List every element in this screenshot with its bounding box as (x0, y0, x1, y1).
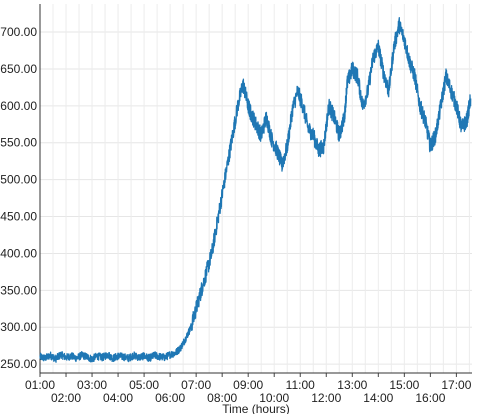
y-tick-label: 350.00 (0, 283, 37, 297)
x-tick-labels: 01:0002:0003:0004:0005:0006:0007:0008:00… (25, 378, 472, 405)
x-tick-label: 11:00 (286, 378, 315, 392)
x-tick-label: 16:00 (415, 391, 445, 405)
x-tick-label: 06:00 (155, 391, 185, 405)
series-line (39, 17, 472, 363)
x-tick-label: 03:00 (77, 378, 107, 392)
x-tick-label: 10:00 (259, 391, 289, 405)
y-tick-label: 550.00 (0, 136, 37, 150)
x-tick-label: 13:00 (337, 378, 367, 392)
x-tick-label: 01:00 (25, 378, 55, 392)
y-tick-label: 300.00 (0, 320, 37, 334)
x-tick-label: 12:00 (311, 391, 341, 405)
x-tick-label: 04:00 (103, 391, 133, 405)
x-tick-label: 07:00 (181, 378, 211, 392)
y-tick-label: 650.00 (0, 62, 37, 76)
y-tick-labels: 250.00 300.00 350.00 400.00 450.00 500.00 550.… (0, 25, 37, 371)
x-tick-label: 02:00 (51, 391, 81, 405)
chart-series (39, 17, 472, 363)
chart-axes (39, 4, 472, 377)
x-tick-label: 05:00 (129, 378, 159, 392)
y-tick-label: 450.00 (0, 210, 37, 224)
x-tick-label: 09:00 (233, 378, 263, 392)
y-tick-label: 400.00 (0, 246, 37, 260)
x-tick-label: 08:00 (207, 391, 237, 405)
y-tick-label: 700.00 (0, 25, 37, 39)
y-tick-label: 250.00 (0, 357, 37, 371)
x-tick-label: 14:00 (363, 391, 393, 405)
y-tick-label: 600.00 (0, 99, 37, 113)
y-tick-label: 500.00 (0, 173, 37, 187)
x-tick-label: 17:00 (441, 378, 471, 392)
x-tick-label: 15:00 (389, 378, 419, 392)
x-axis-title: Time (hours) (222, 402, 290, 414)
